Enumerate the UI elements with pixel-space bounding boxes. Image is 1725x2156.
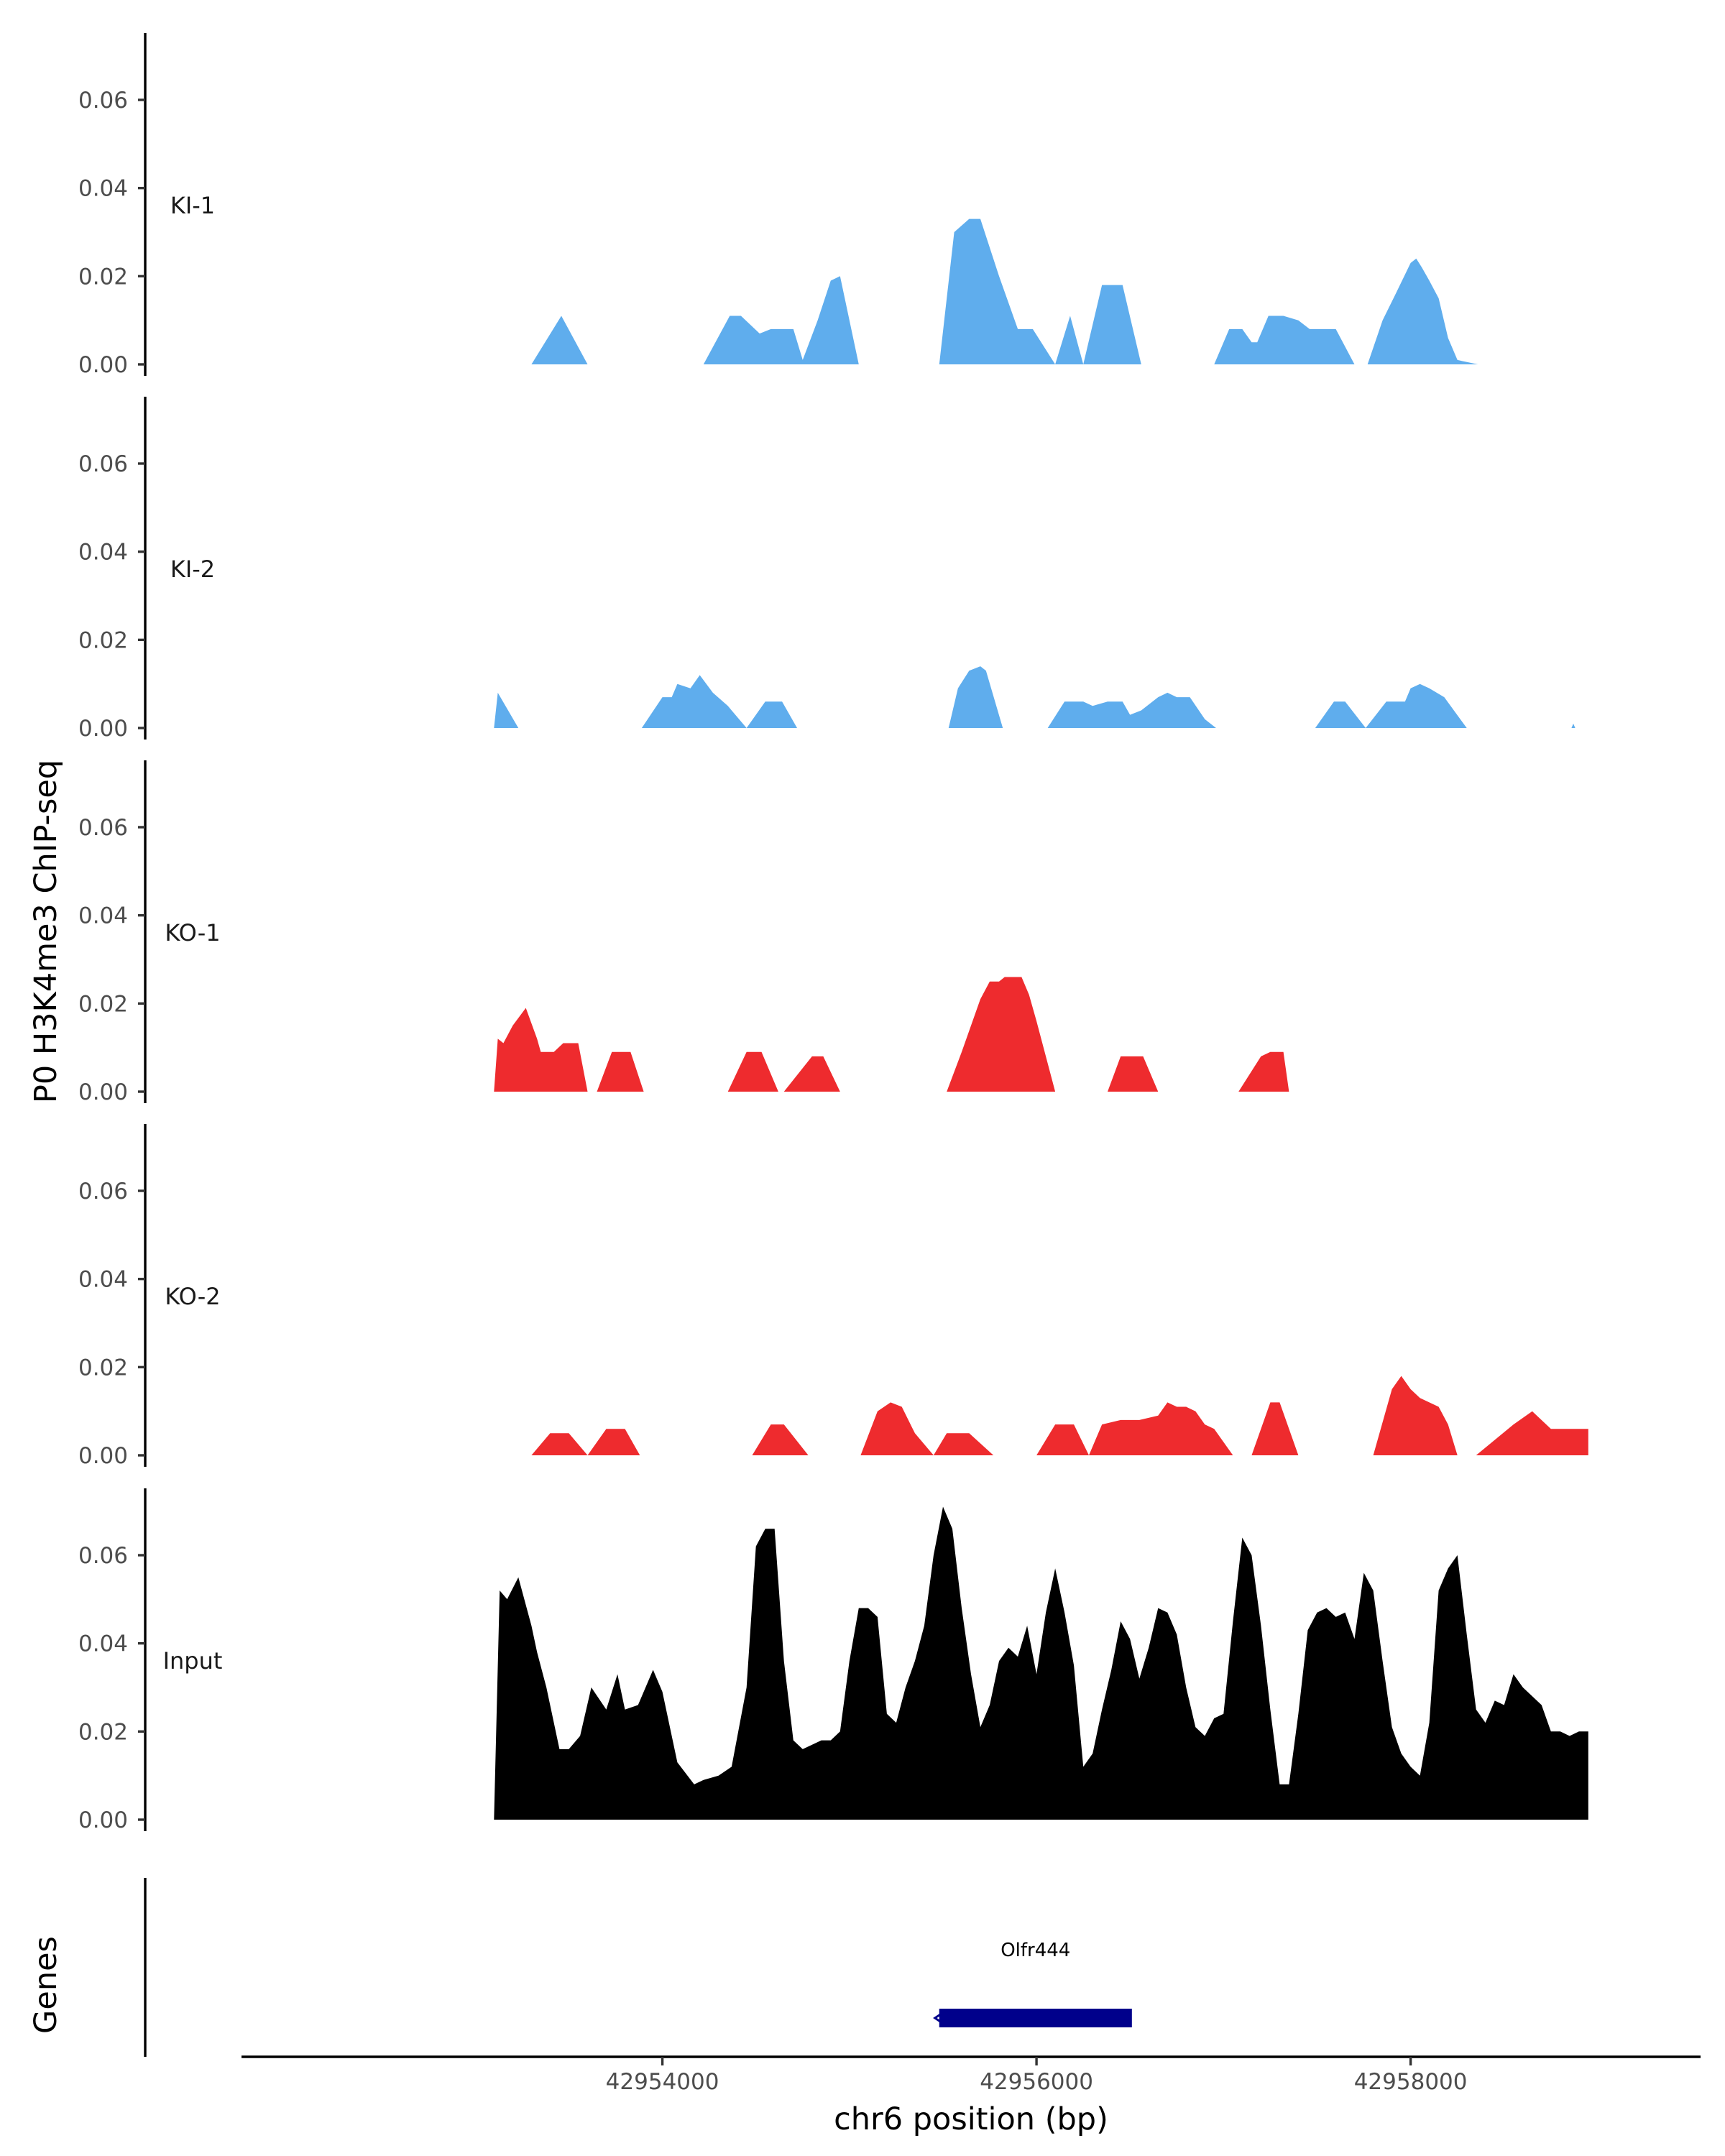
coverage-area-ko-2: [531, 1376, 1588, 1455]
coverage-area-input: [494, 1506, 1588, 1820]
y-tick-label: 0.00: [78, 716, 128, 742]
y-tick-label: 0.06: [78, 451, 128, 477]
y-tick-label: 0.02: [78, 1719, 128, 1745]
tracks-layer: 0.00 0.02 0.04 0.06 KI-1 0.00 0.02 0.04 0.06 KI-2…: [78, 33, 1588, 1833]
track-label: KI-1: [170, 192, 215, 219]
track-ki-1: 0.00 0.02 0.04 0.06 KI-1: [78, 33, 1478, 378]
track-label: KO-1: [165, 919, 220, 946]
y-axis-title: P0 H3K4me3 ChIP-seq: [28, 760, 64, 1103]
genes-panel: Genes Olfr444: [28, 1878, 1132, 2057]
y-tick-label: 0.04: [78, 176, 128, 202]
y-tick-label: 0.06: [78, 1179, 128, 1204]
y-tick-label: 0.06: [78, 1543, 128, 1569]
y-tick-label: 0.00: [78, 352, 128, 378]
x-tick-label: 42956000: [980, 2069, 1093, 2095]
genes-axis-title: Genes: [28, 1936, 64, 2034]
strand-arrow-icon: [933, 2011, 944, 2025]
y-tick-label: 0.06: [78, 88, 128, 114]
track-input: 0.00 0.02 0.04 0.06 Input: [78, 1488, 1588, 1833]
y-tick-label: 0.00: [78, 1807, 128, 1833]
x-axis-title: chr6 position (bp): [834, 2101, 1108, 2137]
gene-olfr444: Olfr444: [933, 1940, 1132, 2027]
y-tick-label: 0.02: [78, 627, 128, 653]
track-ki-2: 0.00 0.02 0.04 0.06 KI-2: [78, 397, 1576, 742]
track-label: KI-2: [170, 556, 215, 583]
y-tick-label: 0.00: [78, 1079, 128, 1105]
coverage-area-ko-1: [494, 977, 1289, 1092]
track-ko-2: 0.00 0.02 0.04 0.06 KO-2: [78, 1124, 1588, 1469]
y-tick-label: 0.04: [78, 540, 128, 566]
y-tick-label: 0.02: [78, 1355, 128, 1381]
track-label: Input: [163, 1647, 223, 1674]
coverage-area-ki-2: [494, 666, 1576, 728]
y-tick-label: 0.04: [78, 1267, 128, 1293]
x-tick-label: 42958000: [1354, 2069, 1468, 2095]
track-ko-1: 0.00 0.02 0.04 0.06 KO-1: [78, 760, 1289, 1105]
y-tick-label: 0.02: [78, 264, 128, 290]
genes-layer: Olfr444: [933, 1940, 1132, 2027]
y-tick-label: 0.04: [78, 903, 128, 929]
gene-label: Olfr444: [1000, 1940, 1070, 1961]
y-tick-label: 0.04: [78, 1631, 128, 1657]
x-tick-label: 42954000: [606, 2069, 719, 2095]
gene-body: [939, 2009, 1132, 2027]
y-tick-label: 0.02: [78, 991, 128, 1017]
y-tick-label: 0.06: [78, 815, 128, 841]
track-label: KO-2: [165, 1283, 220, 1310]
x-ticks-layer: 42954000 42956000 42958000: [606, 2057, 1468, 2095]
x-axis: 42954000 42956000 42958000 chr6 position (…: [242, 2055, 1701, 2137]
y-tick-label: 0.00: [78, 1443, 128, 1469]
coverage-area-ki-1: [531, 218, 1478, 364]
